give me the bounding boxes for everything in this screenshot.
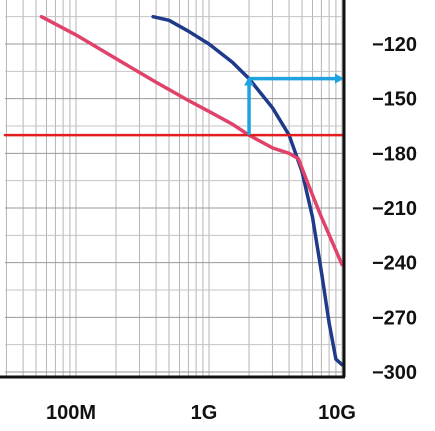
axes	[0, 0, 346, 379]
x-tick-label: 10G	[318, 402, 356, 424]
y-tick-label: −150	[372, 89, 417, 111]
series-line-1	[151, 14, 344, 367]
y-tick-label: −240	[372, 253, 417, 275]
tick-labels: −120 −150 −180 −210 −240 −270 −300 100M 1G 10G	[46, 34, 417, 424]
x-tick-label: 1G	[191, 402, 218, 424]
series-group	[3, 14, 344, 367]
y-tick-label: −300	[372, 362, 417, 384]
x-tick-label: 100M	[46, 402, 96, 424]
y-tick-label: −270	[372, 307, 417, 329]
annotations	[244, 73, 344, 136]
plot-area	[0, 0, 344, 377]
y-tick-label: −210	[372, 198, 417, 220]
series-line-2	[39, 14, 344, 267]
y-tick-label: −120	[372, 34, 417, 56]
y-tick-label: −180	[372, 143, 417, 165]
grid	[5, 0, 344, 377]
